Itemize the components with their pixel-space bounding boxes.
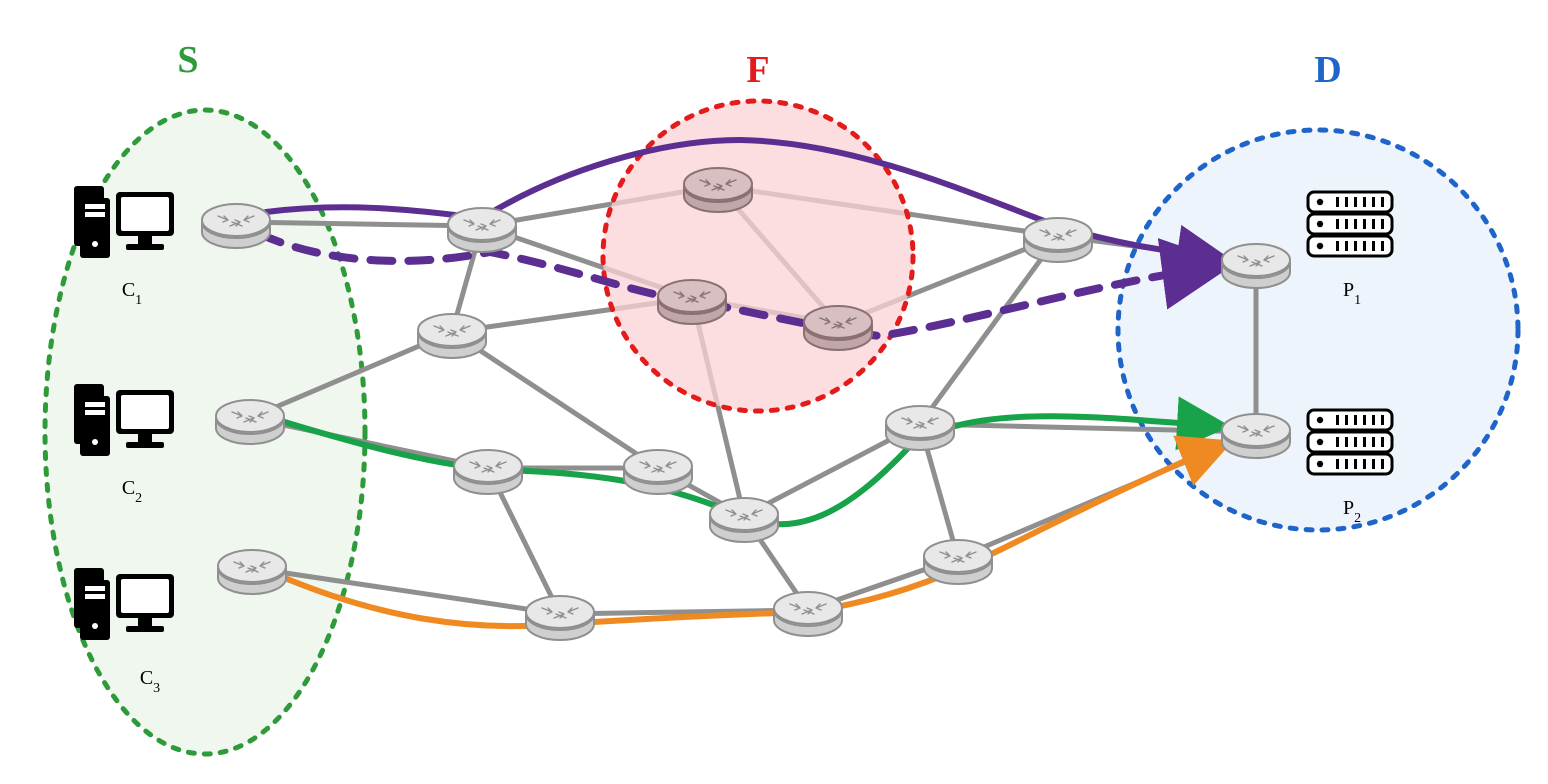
router-icon xyxy=(774,592,842,636)
router-icon xyxy=(202,204,270,248)
router-icon xyxy=(624,450,692,494)
router-icon xyxy=(1222,244,1290,288)
server-icon xyxy=(1308,192,1392,256)
router-icon xyxy=(1222,414,1290,458)
label-region-S: S xyxy=(177,39,198,81)
edge xyxy=(452,332,658,468)
router-icon xyxy=(684,168,752,212)
region-F xyxy=(603,101,913,411)
router-icon xyxy=(804,306,872,350)
router-icon xyxy=(454,450,522,494)
router-icon xyxy=(658,280,726,324)
router-icon xyxy=(448,208,516,252)
server-icon xyxy=(1308,410,1392,474)
router-icon xyxy=(418,314,486,358)
label-region-D: D xyxy=(1314,49,1341,91)
router-icon xyxy=(526,596,594,640)
router-icon xyxy=(886,406,954,450)
router-icon xyxy=(216,400,284,444)
label-region-F: F xyxy=(746,49,769,91)
router-icon xyxy=(710,498,778,542)
router-icon xyxy=(218,550,286,594)
network-diagram: SFDC1C2C3P1P2 xyxy=(0,0,1548,784)
router-icon xyxy=(1024,218,1092,262)
router-icon xyxy=(924,540,992,584)
